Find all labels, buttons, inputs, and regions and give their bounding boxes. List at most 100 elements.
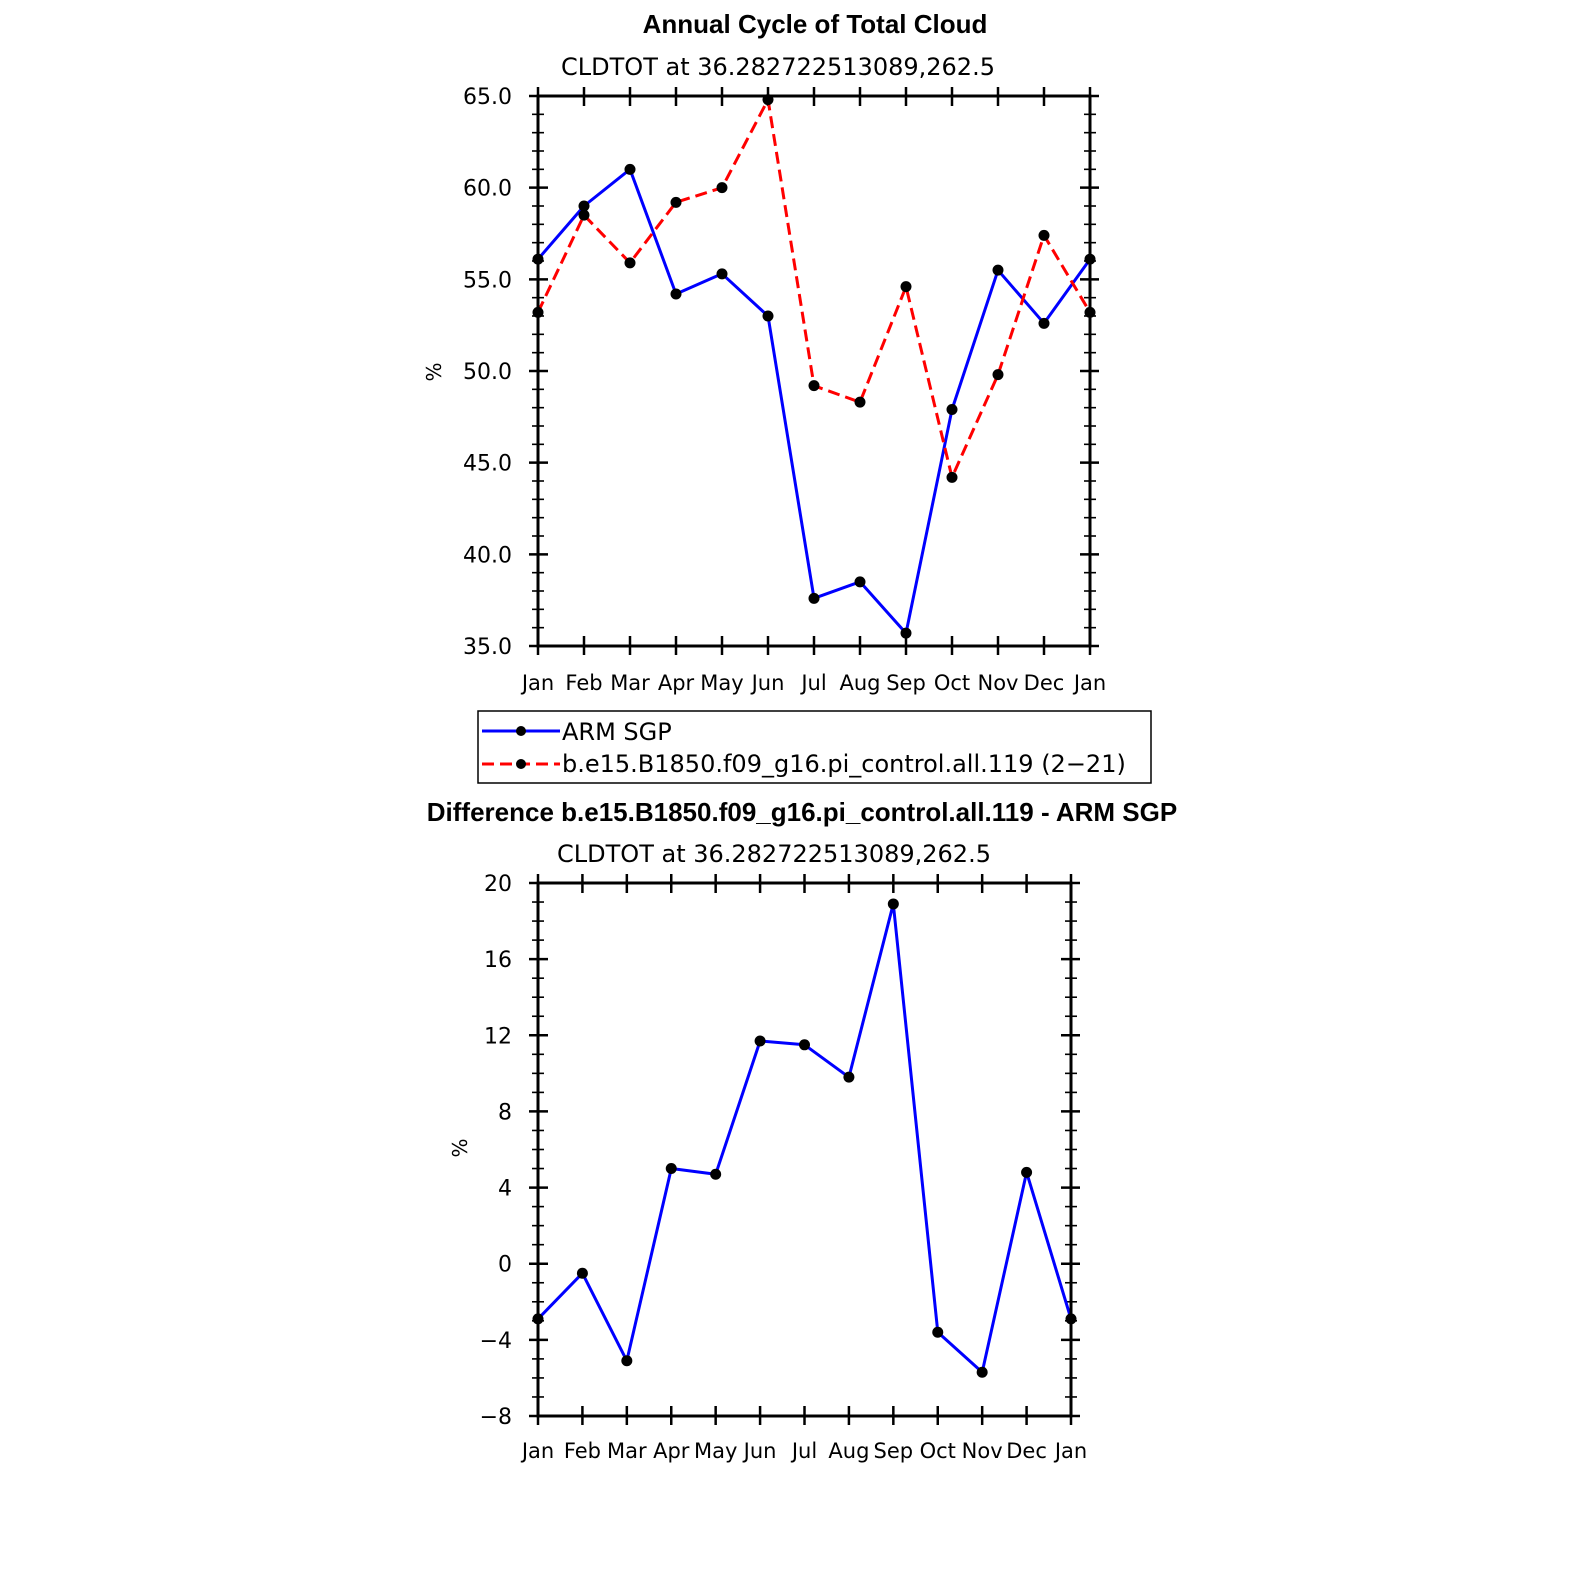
chart2-subtitle: CLDTOT at 36.282722513089,262.5 — [557, 840, 991, 868]
y-tick-label: 12 — [484, 1024, 512, 1049]
x-tick-label: Dec — [1024, 671, 1065, 695]
chart2-series — [532, 898, 1077, 1378]
y-tick-label: 4 — [498, 1177, 512, 1202]
chart1-series — [532, 94, 1096, 639]
data-point-0-11 — [1021, 1166, 1033, 1178]
legend-label-model: b.e15.B1850.f09_g16.pi_control.all.119 (… — [562, 750, 1126, 778]
data-point-1-11 — [1038, 229, 1050, 241]
data-point-0-4 — [716, 268, 728, 280]
x-tick-label: Sep — [886, 671, 926, 695]
x-tick-label: Jan — [1053, 1439, 1087, 1463]
data-point-0-5 — [754, 1035, 766, 1047]
x-tick-label: Apr — [658, 671, 695, 695]
data-point-0-3 — [665, 1163, 677, 1175]
chart1-ticks — [529, 87, 1099, 655]
data-point-0-7 — [843, 1071, 855, 1083]
data-point-0-10 — [992, 264, 1004, 276]
data-point-1-7 — [854, 396, 866, 408]
data-point-0-11 — [1038, 317, 1050, 329]
data-point-1-10 — [992, 369, 1004, 381]
x-tick-label: Oct — [920, 1439, 956, 1463]
y-tick-label: 40.0 — [463, 543, 512, 568]
x-tick-label: Jun — [742, 1439, 777, 1463]
data-point-0-4 — [710, 1168, 722, 1180]
y-tick-label: 8 — [498, 1100, 512, 1125]
data-point-0-9 — [946, 404, 958, 415]
y-tick-label: 55.0 — [463, 268, 512, 293]
data-point-1-3 — [670, 196, 682, 208]
data-point-1-1 — [578, 209, 590, 221]
data-point-0-6 — [799, 1039, 810, 1051]
data-point-0-10 — [976, 1366, 988, 1378]
chart2-ylabel: % — [448, 1138, 472, 1157]
y-tick-label: 20 — [484, 872, 512, 897]
y-tick-label: 60.0 — [463, 177, 512, 202]
y-tick-label: 65.0 — [463, 85, 512, 110]
x-tick-label: Aug — [839, 671, 880, 695]
data-point-0-7 — [854, 576, 866, 588]
x-tick-label: Feb — [564, 1439, 601, 1463]
chart-annual-cycle: Annual Cycle of Total Cloud CLDTOT at 36… — [422, 9, 1106, 695]
y-tick-label: −8 — [480, 1405, 512, 1430]
series-line-0 — [536, 902, 1073, 1374]
x-tick-label: Jan — [520, 671, 554, 695]
x-tick-label: Nov — [978, 671, 1019, 695]
data-point-0-5 — [762, 310, 774, 322]
chart2-xtick-labels: Jan Feb Mar Apr May Jun Jul Aug Sep Oct Nov Dec Jan — [520, 1439, 1087, 1463]
data-point-0-8 — [900, 627, 912, 639]
series-line-0 — [536, 167, 1092, 635]
data-point-0-2 — [621, 1355, 633, 1367]
chart1-subtitle: CLDTOT at 36.282722513089,262.5 — [561, 53, 995, 81]
legend-box — [477, 710, 1152, 784]
series-line-1 — [536, 98, 1092, 479]
x-tick-label: Apr — [653, 1439, 690, 1463]
x-tick-label: Jul — [790, 1439, 817, 1463]
data-point-0-1 — [576, 1267, 588, 1279]
x-tick-label: May — [694, 1439, 737, 1463]
chart1-title: Annual Cycle of Total Cloud — [643, 9, 988, 39]
data-point-0-1 — [578, 200, 590, 212]
x-tick-label: Jul — [799, 671, 826, 695]
x-tick-label: Jun — [750, 671, 785, 695]
data-point-0-3 — [670, 288, 682, 300]
x-tick-label: Dec — [1006, 1439, 1047, 1463]
y-tick-label: 35.0 — [463, 635, 512, 660]
data-point-0-6 — [808, 592, 820, 604]
legend-marker-arm-sgp — [516, 726, 526, 736]
x-tick-label: Nov — [962, 1439, 1003, 1463]
x-tick-label: Aug — [828, 1439, 869, 1463]
data-point-1-8 — [900, 281, 912, 293]
y-tick-label: −4 — [480, 1329, 512, 1354]
chart1-legend: ARM SGP b.e15.B1850.f09_g16.pi_control.a… — [477, 710, 1152, 784]
chart1-plot-frame — [536, 94, 1092, 648]
chart1-ylabel: % — [422, 362, 446, 381]
legend-label-arm-sgp: ARM SGP — [562, 718, 672, 746]
data-point-1-2 — [624, 257, 636, 269]
data-point-1-4 — [716, 182, 728, 194]
y-tick-label: 16 — [484, 948, 512, 973]
chart2-ytick-labels: −8 −4 0 4 8 12 16 20 — [480, 872, 512, 1430]
y-tick-label: 0 — [498, 1253, 512, 1278]
chart2-plot-frame — [536, 881, 1073, 1418]
data-point-0-9 — [932, 1326, 944, 1338]
data-point-0-2 — [624, 163, 636, 175]
y-tick-label: 50.0 — [463, 360, 512, 385]
chart1-ytick-labels: 35.0 40.0 45.0 50.0 55.0 60.0 65.0 — [463, 85, 512, 660]
x-tick-label: Sep — [874, 1439, 914, 1463]
chart2-ticks — [529, 874, 1080, 1425]
x-tick-label: Jan — [1072, 671, 1106, 695]
x-tick-label: Mar — [610, 671, 650, 695]
chart2-title: Difference b.e15.B1850.f09_g16.pi_contro… — [427, 797, 1177, 827]
x-tick-label: Mar — [607, 1439, 647, 1463]
data-point-1-9 — [946, 471, 958, 483]
chart1-xtick-labels: Jan Feb Mar Apr May Jun Jul Aug Sep Oct Nov Dec Jan — [520, 671, 1106, 695]
legend-entry-arm-sgp: ARM SGP — [482, 718, 672, 746]
x-tick-label: Feb — [565, 671, 602, 695]
y-tick-label: 45.0 — [463, 452, 512, 477]
chart-difference: Difference b.e15.B1850.f09_g16.pi_contro… — [427, 797, 1177, 1463]
x-tick-label: Jan — [520, 1439, 554, 1463]
data-point-0-8 — [887, 898, 899, 910]
legend-entry-model: b.e15.B1850.f09_g16.pi_control.all.119 (… — [482, 750, 1126, 778]
legend-marker-model — [516, 759, 526, 769]
